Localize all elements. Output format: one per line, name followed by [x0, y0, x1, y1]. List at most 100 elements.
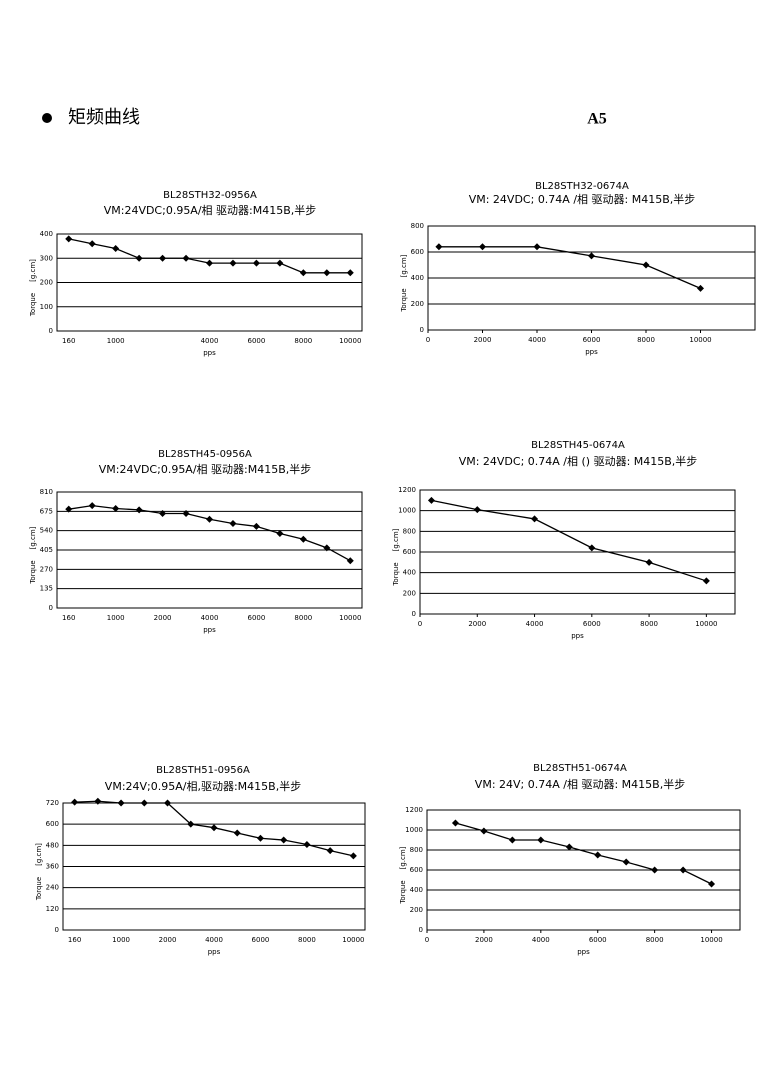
data-point [702, 577, 710, 585]
x-tick-label: 1000 [112, 936, 130, 944]
data-point [323, 269, 331, 277]
y-tick-label: 810 [40, 488, 53, 496]
torque-line [431, 499, 707, 582]
data-point [210, 824, 218, 832]
x-axis-label: pps [203, 626, 216, 634]
x-axis-label: pps [208, 948, 221, 956]
chart-subtitle: VM: 24V; 0.74A /相 驱动器: M415B,半步 [475, 777, 685, 791]
data-point [679, 866, 687, 874]
x-tick-label: 4000 [201, 337, 219, 345]
data-point [299, 269, 307, 277]
y-tick-label: 675 [40, 507, 53, 515]
y-tick-label: 0 [49, 327, 53, 335]
y-tick-label: 1200 [405, 806, 423, 814]
data-point [135, 254, 143, 262]
chart-subtitle: VM: 24VDC; 0.74A /相 驱动器: M415B,半步 [469, 192, 696, 206]
chart-title: BL28STH45-0674A [531, 440, 625, 451]
page-number: A5 [587, 111, 607, 128]
data-point [159, 254, 167, 262]
x-tick-label: 8000 [294, 614, 312, 622]
data-point [187, 820, 195, 828]
x-tick-label: 6000 [583, 620, 601, 628]
data-point [708, 880, 716, 888]
x-tick-label: 8000 [637, 336, 655, 344]
y-tick-label: 800 [411, 222, 424, 230]
y-axis-label: Torque [399, 880, 407, 904]
data-point [651, 866, 659, 874]
x-axis-label: pps [585, 348, 598, 356]
y-tick-label: 1000 [398, 507, 416, 515]
x-tick-label: 4000 [205, 936, 223, 944]
data-point [299, 535, 307, 543]
x-tick-label: 1000 [107, 614, 125, 622]
y-axis-label: Torque [29, 293, 37, 317]
data-point [508, 836, 516, 844]
y-tick-label: 600 [403, 548, 416, 556]
x-tick-label: 160 [62, 337, 75, 345]
y-axis-unit: [g.cm] [400, 254, 408, 277]
x-tick-label: 6000 [248, 337, 266, 345]
data-point [65, 235, 73, 243]
y-tick-label: 1200 [398, 486, 416, 494]
y-tick-label: 270 [40, 565, 53, 573]
data-point [135, 506, 143, 514]
data-point [533, 243, 541, 251]
x-tick-label: 2000 [474, 336, 492, 344]
torque-line [438, 246, 701, 289]
data-point [206, 259, 213, 267]
x-tick-label: 6000 [589, 936, 607, 944]
chart-title: BL28STH45-0956A [158, 449, 252, 460]
y-axis-unit: [g.cm] [392, 528, 400, 551]
y-tick-label: 0 [55, 926, 59, 934]
data-point [159, 509, 167, 517]
y-tick-label: 600 [46, 820, 59, 828]
data-point [276, 259, 284, 267]
data-point [182, 509, 190, 517]
section-title: 矩频曲线 [68, 107, 140, 128]
y-tick-label: 600 [411, 248, 424, 256]
x-tick-label: 8000 [640, 620, 658, 628]
data-point [326, 847, 334, 855]
data-point [642, 261, 650, 269]
data-point [88, 502, 96, 510]
chart-subtitle: VM:24VDC;0.95A/相 驱动器:M415B,半步 [99, 462, 312, 476]
y-tick-label: 200 [403, 589, 416, 597]
y-axis-label: Torque [29, 560, 37, 584]
x-tick-label: 8000 [298, 936, 316, 944]
data-point [303, 840, 311, 848]
x-tick-label: 0 [426, 336, 430, 344]
x-tick-label: 1000 [107, 337, 125, 345]
torque-line [455, 822, 712, 885]
data-point [349, 852, 357, 860]
torque-line [68, 238, 351, 274]
y-tick-label: 200 [411, 300, 424, 308]
x-tick-label: 4000 [201, 614, 219, 622]
y-tick-label: 400 [410, 886, 423, 894]
y-axis-unit: [g.cm] [35, 843, 43, 866]
x-tick-label: 10000 [689, 336, 711, 344]
y-tick-label: 100 [40, 303, 53, 311]
y-tick-label: 480 [46, 841, 59, 849]
x-tick-label: 10000 [339, 614, 361, 622]
x-tick-label: 10000 [339, 337, 361, 345]
torque-line [68, 504, 351, 562]
x-tick-label: 6000 [583, 336, 601, 344]
data-point [435, 243, 443, 251]
data-point [256, 834, 264, 842]
x-tick-label: 4000 [528, 336, 546, 344]
x-tick-label: 10000 [700, 936, 722, 944]
x-tick-label: 6000 [248, 614, 266, 622]
y-axis-label: Torque [400, 288, 408, 312]
data-point [565, 843, 573, 851]
y-tick-label: 240 [46, 884, 59, 892]
data-point [479, 243, 486, 251]
data-point [94, 797, 102, 805]
y-tick-label: 400 [411, 274, 424, 282]
chart-title: BL28STH51-0956A [156, 765, 250, 776]
data-point [182, 254, 190, 262]
data-point [140, 799, 148, 807]
x-tick-label: 2000 [468, 620, 486, 628]
y-tick-label: 200 [410, 906, 423, 914]
x-axis-label: pps [577, 948, 590, 956]
x-tick-label: 10000 [342, 936, 364, 944]
